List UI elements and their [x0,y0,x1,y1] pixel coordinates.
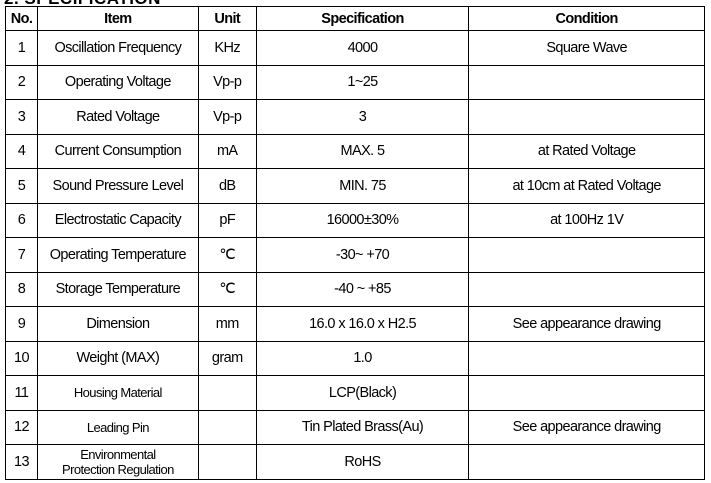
cell-unit: pF [197,202,257,238]
cell-no: 11 [5,375,38,411]
cell-unit: Vp-p [197,64,257,100]
cell-item: Electrostatic Capacity [36,202,199,238]
cell-unit: ℃ [197,271,257,307]
cell-unit [197,375,257,411]
cell-item: Current Consumption [36,133,199,169]
table-row: 13 Environmental Protection Regulation RoHS [5,444,705,480]
cell-condition: See appearance drawing [468,409,705,445]
cell-condition [468,64,705,100]
table-row: 9 Dimension mm 16.0 x 16.0 x H2.5 See appear… [5,306,705,342]
cell-unit [197,444,257,480]
cell-specification: MIN. 75 [255,168,470,204]
cell-item: Operating Voltage [36,64,199,100]
cell-specification: -40 ~ +85 [255,271,470,307]
section-title: 2. SPECIFICATION [4,0,161,9]
cell-item: Dimension [36,306,199,342]
table-row: 5 Sound Pressure Level dB MIN. 75 at 10cm at… [5,168,705,204]
cell-no: 13 [5,444,38,480]
cell-condition [468,444,705,480]
table-row: 2 Operating Voltage Vp-p 1~25 [5,64,705,100]
cell-item: Rated Voltage [36,99,199,135]
cell-no: 10 [5,340,38,376]
cell-unit [197,409,257,445]
table-row: 4 Current Consumption mA MAX. 5 at Rated Vol… [5,133,705,169]
cell-no: 7 [5,237,38,273]
table-row: 10 Weight (MAX) gram 1.0 [5,340,705,376]
cell-specification: 1.0 [255,340,470,376]
table-row: 8 Storage Temperature ℃ -40 ~ +85 [5,271,705,307]
cell-condition: at 100Hz 1V [468,202,705,238]
cell-item: Sound Pressure Level [36,168,199,204]
table-row: 3 Rated Voltage Vp-p 3 [5,99,705,135]
cell-unit: KHz [197,30,257,66]
cell-item: Storage Temperature [36,271,199,307]
cell-condition [468,99,705,135]
cell-unit: mA [197,133,257,169]
header-no: No. [5,6,38,31]
cell-condition: at 10cm at Rated Voltage [468,168,705,204]
cell-unit: Vp-p [197,99,257,135]
cell-no: 4 [5,133,38,169]
table-row: 12 Leading Pin Tin Plated Brass(Au) See app… [5,409,705,445]
cell-item: Leading Pin [36,409,199,445]
table-row: 7 Operating Temperature ℃ -30~ +70 [5,237,705,273]
cell-unit: ℃ [197,237,257,273]
cell-condition: See appearance drawing [468,306,705,342]
table-row: 11 Housing Material LCP(Black) [5,375,705,411]
cell-condition [468,271,705,307]
cell-condition: Square Wave [468,30,705,66]
cell-specification: RoHS [255,444,470,480]
cell-specification: 16.0 x 16.0 x H2.5 [255,306,470,342]
cell-item: Environmental Protection Regulation [36,444,199,480]
cell-specification: Tin Plated Brass(Au) [255,409,470,445]
cell-condition: at Rated Voltage [468,133,705,169]
cell-item: Housing Material [36,375,199,411]
table-row: 1 Oscillation Frequency KHz 4000 Square Wave [5,30,705,66]
header-item: Item [36,6,199,31]
cell-no: 12 [5,409,38,445]
cell-item: Oscillation Frequency [36,30,199,66]
cell-specification: 4000 [255,30,470,66]
cell-specification: 16000±30% [255,202,470,238]
cell-unit: gram [197,340,257,376]
cell-no: 8 [5,271,38,307]
cell-specification: LCP(Black) [255,375,470,411]
cell-specification: -30~ +70 [255,237,470,273]
cell-no: 5 [5,168,38,204]
table-row: 6 Electrostatic Capacity pF 16000±30% at 100… [5,202,705,238]
cell-condition [468,340,705,376]
cell-item: Operating Temperature [36,237,199,273]
cell-unit: dB [197,168,257,204]
cell-unit: mm [197,306,257,342]
header-condition: Condition [468,6,705,31]
cell-no: 2 [5,64,38,100]
header-unit: Unit [197,6,257,31]
header-specification: Specification [255,6,470,31]
cell-no: 3 [5,99,38,135]
cell-no: 9 [5,306,38,342]
cell-no: 1 [5,30,38,66]
cell-condition [468,375,705,411]
cell-condition [468,237,705,273]
cell-specification: 1~25 [255,64,470,100]
header-row: No. Item Unit Specification Condition [5,6,705,31]
cell-item: Weight (MAX) [36,340,199,376]
cell-specification: MAX. 5 [255,133,470,169]
cell-specification: 3 [255,99,470,135]
cell-no: 6 [5,202,38,238]
